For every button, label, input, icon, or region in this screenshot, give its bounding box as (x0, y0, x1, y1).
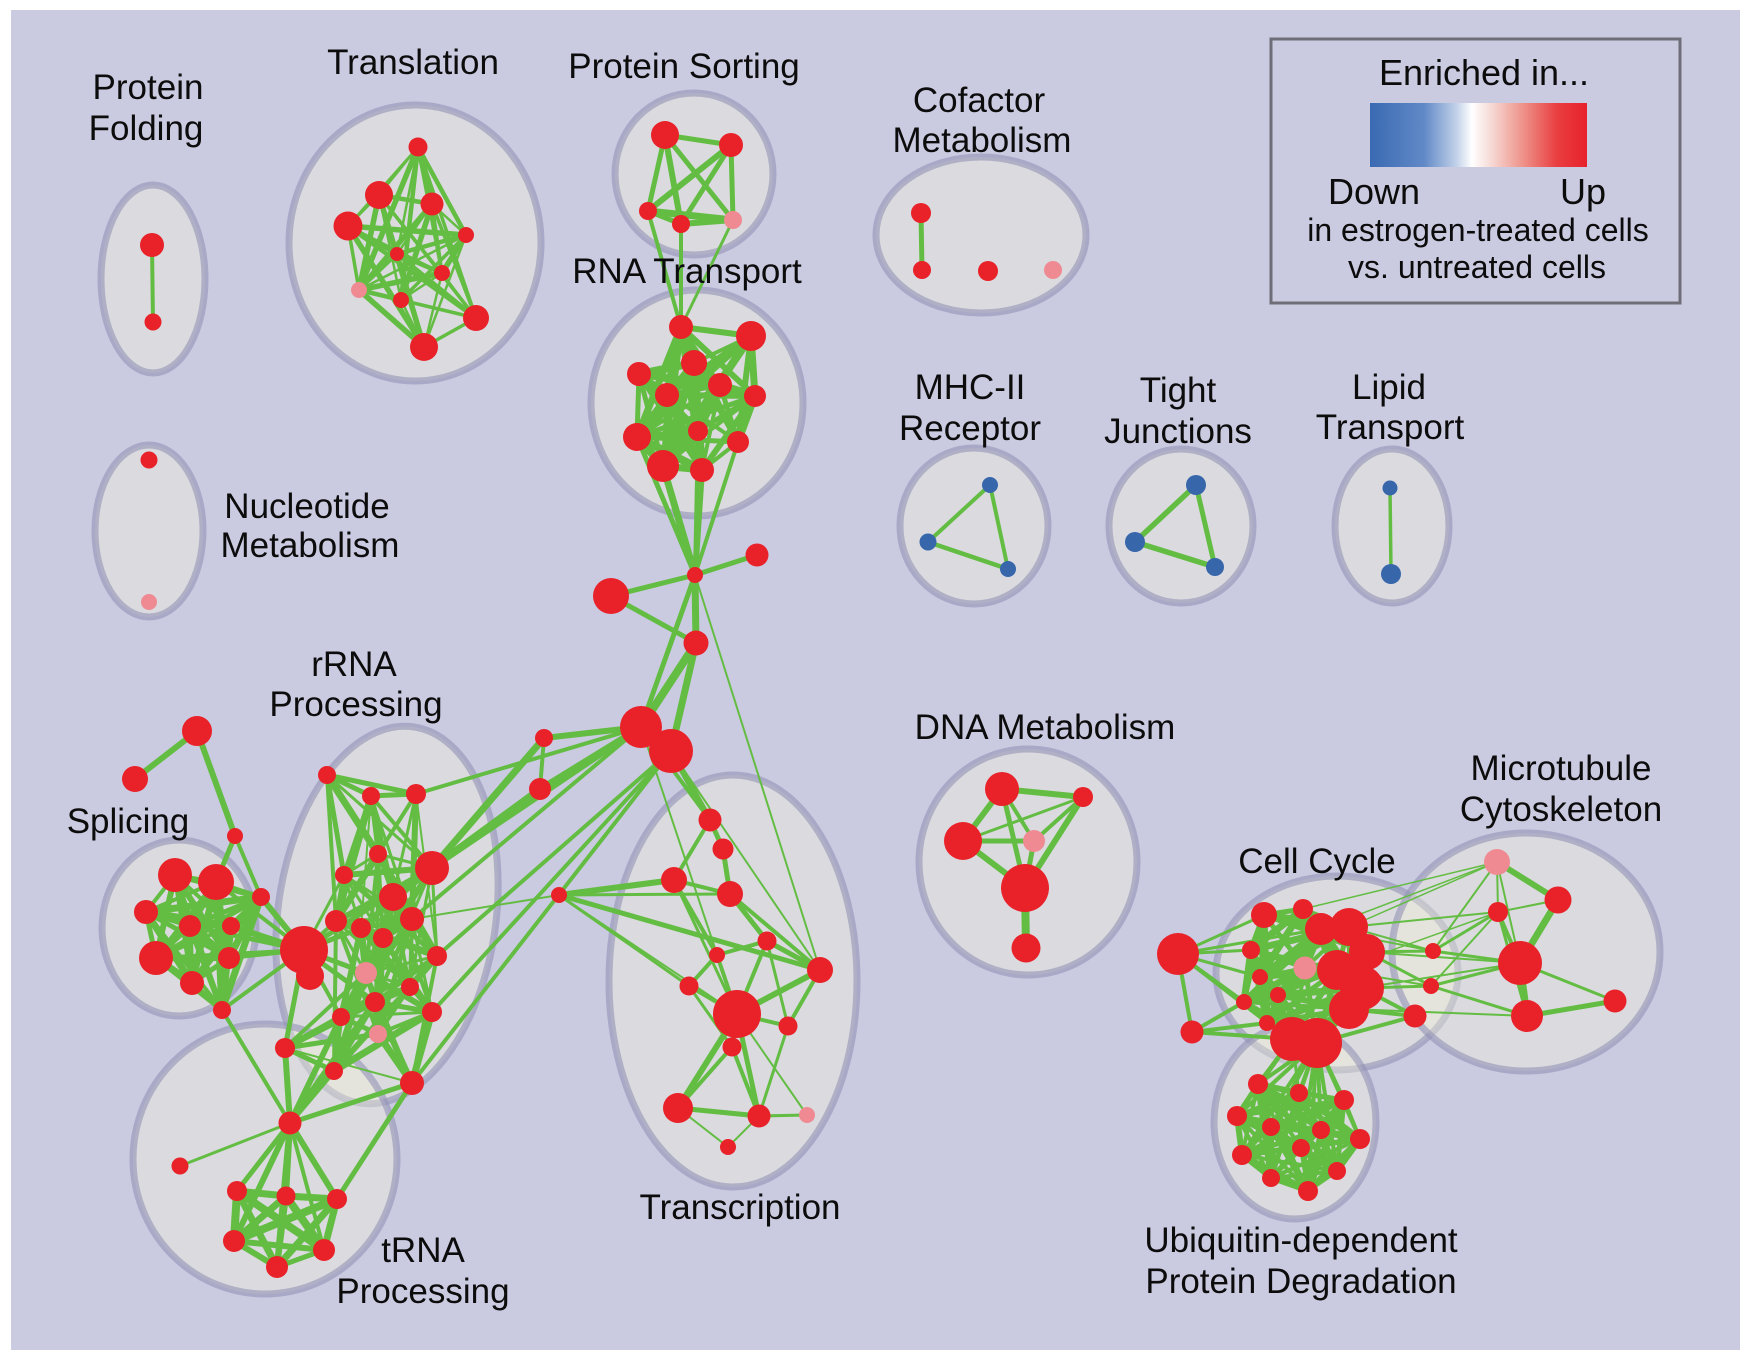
svg-text:Receptor: Receptor (899, 409, 1041, 448)
svg-text:Processing: Processing (269, 685, 442, 724)
svg-text:Processing: Processing (336, 1272, 509, 1311)
svg-text:Metabolism: Metabolism (893, 121, 1072, 160)
svg-text:Cell Cycle: Cell Cycle (1238, 842, 1396, 881)
svg-text:Protein Sorting: Protein Sorting (568, 47, 800, 86)
svg-text:Metabolism: Metabolism (221, 526, 400, 565)
svg-text:Up: Up (1560, 171, 1606, 212)
svg-text:Splicing: Splicing (67, 802, 190, 841)
svg-text:Translation: Translation (327, 43, 499, 82)
svg-text:Microtubule: Microtubule (1471, 749, 1652, 788)
svg-text:Enriched in...: Enriched in... (1379, 52, 1589, 93)
svg-text:tRNA: tRNA (381, 1231, 465, 1270)
svg-text:Protein Degradation: Protein Degradation (1145, 1262, 1456, 1301)
svg-text:Cofactor: Cofactor (913, 81, 1046, 120)
svg-text:DNA Metabolism: DNA Metabolism (915, 708, 1176, 747)
svg-text:rRNA: rRNA (311, 645, 397, 684)
svg-text:Transcription: Transcription (640, 1188, 841, 1227)
svg-text:Transport: Transport (1316, 408, 1465, 447)
svg-text:vs. untreated cells: vs. untreated cells (1348, 249, 1606, 285)
svg-text:Down: Down (1328, 171, 1420, 212)
svg-text:in estrogen-treated cells: in estrogen-treated cells (1307, 212, 1649, 248)
svg-text:Junctions: Junctions (1104, 412, 1252, 451)
svg-text:Protein: Protein (93, 68, 204, 107)
svg-text:Nucleotide: Nucleotide (224, 487, 389, 526)
svg-text:Tight: Tight (1140, 371, 1217, 410)
svg-text:Ubiquitin-dependent: Ubiquitin-dependent (1144, 1221, 1458, 1260)
svg-text:MHC-II: MHC-II (915, 368, 1026, 407)
svg-text:RNA Transport: RNA Transport (572, 252, 802, 291)
svg-text:Cytoskeleton: Cytoskeleton (1460, 790, 1662, 829)
svg-text:Lipid: Lipid (1352, 368, 1426, 407)
svg-text:Folding: Folding (89, 109, 204, 148)
